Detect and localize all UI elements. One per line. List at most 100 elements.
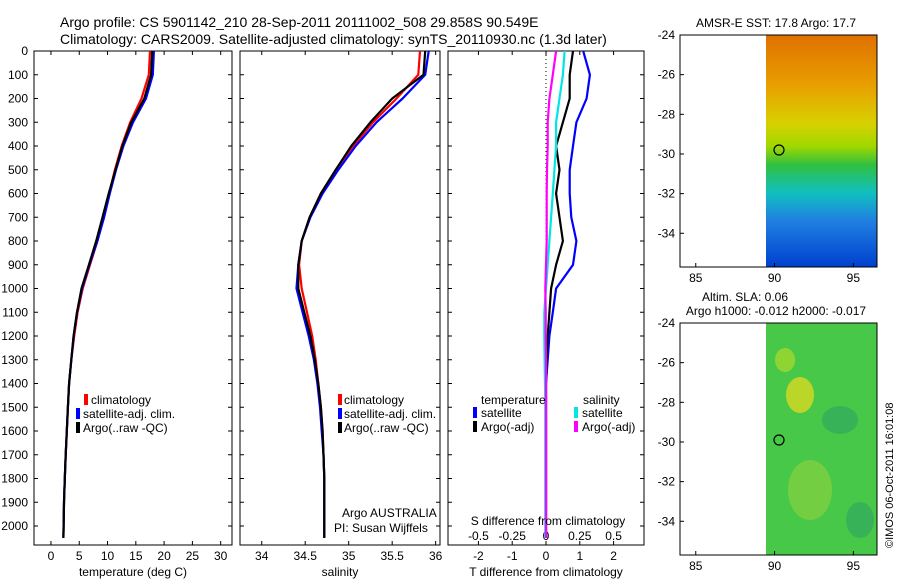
sla-map-title2: Argo h1000: -0.012 h2000: -0.017: [686, 304, 866, 318]
legend-temp-argo: Argo(-adj): [481, 420, 534, 434]
legend-temp-satellite: satellite: [481, 406, 522, 420]
x-tick-label: 36: [429, 549, 443, 563]
map-y-tick-label: -32: [658, 187, 676, 201]
depth-tick-label: 1200: [1, 329, 28, 343]
series-line: [295, 51, 430, 538]
map-x-tick-label: 90: [768, 559, 782, 573]
depth-tick-label: 1500: [1, 400, 28, 414]
depth-tick-label: 200: [8, 92, 28, 106]
depth-tick-label: 300: [8, 115, 28, 129]
salinity-xlabel: salinity: [322, 565, 359, 579]
series-line: [544, 51, 575, 538]
pi-annotation: PI: Susan Wijffels: [334, 521, 428, 535]
map-y-tick-label: -34: [658, 514, 676, 528]
legend-sal-satellite: satellite: [582, 406, 623, 420]
x-tick-top-label: -0.25: [499, 529, 527, 543]
series-line: [62, 51, 152, 538]
depth-tick-label: 400: [8, 139, 28, 153]
map-y-tick-label: -26: [658, 356, 676, 370]
depth-tick-label: 700: [8, 210, 28, 224]
depth-tick-label: 1300: [1, 353, 28, 367]
map-y-tick-label: -28: [658, 395, 676, 409]
sla-map-title1: Altim. SLA: 0.06: [702, 290, 788, 304]
depth-tick-label: 2000: [1, 519, 28, 533]
legend-sal-argo: Argo(-adj): [582, 420, 635, 434]
x-tick-label: 0: [543, 549, 550, 563]
depth-tick-label: 800: [8, 234, 28, 248]
header-line2: Climatology: CARS2009. Satellite-adjuste…: [60, 31, 607, 47]
x-tick-label: -1: [507, 549, 518, 563]
depth-tick-label: 1800: [1, 472, 28, 486]
sla-map: Altim. SLA: 0.06 Argo h1000: -0.012 h200…: [658, 290, 878, 573]
x-tick-label: 35.5: [380, 549, 404, 563]
x-tick-label: 5: [76, 549, 83, 563]
legend-sal-title: salinity: [583, 393, 620, 407]
map-x-tick-label: 95: [847, 271, 861, 285]
difference-xlabel: T difference from climatology: [469, 565, 623, 579]
legend-temp-title: temperature: [481, 393, 546, 407]
x-tick-label: 30: [214, 549, 228, 563]
map-y-tick-label: -30: [658, 435, 676, 449]
map-x-tick-label: 90: [768, 271, 782, 285]
copyright-footer: ©IMOS 06-Oct-2011 16:01:08: [884, 403, 896, 548]
x-tick-top-label: -0.5: [468, 529, 489, 543]
difference-series: [543, 51, 592, 538]
x-tick-label: 10: [101, 549, 115, 563]
map-y-tick-label: -26: [658, 68, 676, 82]
legend-climatology: climatology: [344, 393, 404, 407]
series-line: [298, 51, 422, 538]
legend-satellite: satellite-adj. clim.: [344, 407, 436, 421]
legend-satellite: satellite-adj. clim.: [83, 407, 175, 421]
depth-tick-label: 1600: [1, 424, 28, 438]
map-y-tick-label: -28: [658, 107, 676, 121]
header-line1: Argo profile: CS 5901142_210 28-Sep-2011…: [60, 14, 538, 30]
map-y-tick-label: -30: [658, 147, 676, 161]
map-y-tick-label: -24: [658, 28, 676, 42]
temperature-panel-frame: [33, 50, 233, 546]
sst-map-title: AMSR-E SST: 17.8 Argo: 17.7: [696, 16, 856, 30]
series-line: [62, 51, 154, 538]
temperature-legend: climatology satellite-adj. clim. Argo(..…: [76, 393, 175, 435]
x-tick-label: 20: [157, 549, 171, 563]
map-y-tick-label: -32: [658, 475, 676, 489]
x-tick-top-label: 0.25: [568, 529, 592, 543]
sst-map: AMSR-E SST: 17.8 Argo: 17.7 85 90 95 -24 -26…: [658, 16, 878, 285]
series-line: [544, 51, 558, 538]
map-x-tick-label: 85: [689, 559, 703, 573]
salinity-series: [295, 51, 430, 538]
series-line: [297, 51, 427, 538]
map-x-tick-label: 95: [847, 559, 861, 573]
x-tick-label: -2: [473, 549, 484, 563]
legend-argo: Argo(..raw -QC): [344, 421, 429, 435]
depth-tick-label: 1900: [1, 495, 28, 509]
salinity-legend: climatology satellite-adj. clim. Argo(..…: [334, 393, 437, 535]
series-line: [62, 51, 155, 538]
depth-tick-label: 0: [21, 44, 28, 58]
x-tick-label: 15: [129, 549, 143, 563]
depth-tick-label: 1400: [1, 377, 28, 391]
legend-argo: Argo(..raw -QC): [83, 421, 168, 435]
temperature-series: [62, 51, 155, 538]
depth-tick-label: 900: [8, 258, 28, 272]
x-tick-label: 34: [255, 549, 269, 563]
depth-tick-label: 1700: [1, 448, 28, 462]
x-tick-label: 35: [342, 549, 356, 563]
depth-tick-label: 1000: [1, 282, 28, 296]
depth-tick-label: 600: [8, 187, 28, 201]
difference-top-label: S difference from climatology: [471, 514, 626, 528]
map-x-tick-label: 85: [689, 271, 703, 285]
salinity-panel-frame: [239, 50, 441, 546]
x-tick-label: 2: [610, 549, 617, 563]
x-tick-label: 25: [186, 549, 200, 563]
x-tick-label: 0: [48, 549, 55, 563]
depth-tick-label: 1100: [2, 305, 28, 319]
legend-climatology: climatology: [91, 393, 151, 407]
argo-annotation: Argo AUSTRALIA: [342, 506, 437, 520]
x-tick-top-label: 0.5: [605, 529, 622, 543]
depth-tick-label: 100: [8, 68, 28, 82]
series-line: [544, 51, 592, 538]
map-y-tick-label: -24: [658, 316, 676, 330]
depth-tick-label: 500: [8, 163, 28, 177]
argo-location-marker: [773, 434, 785, 446]
